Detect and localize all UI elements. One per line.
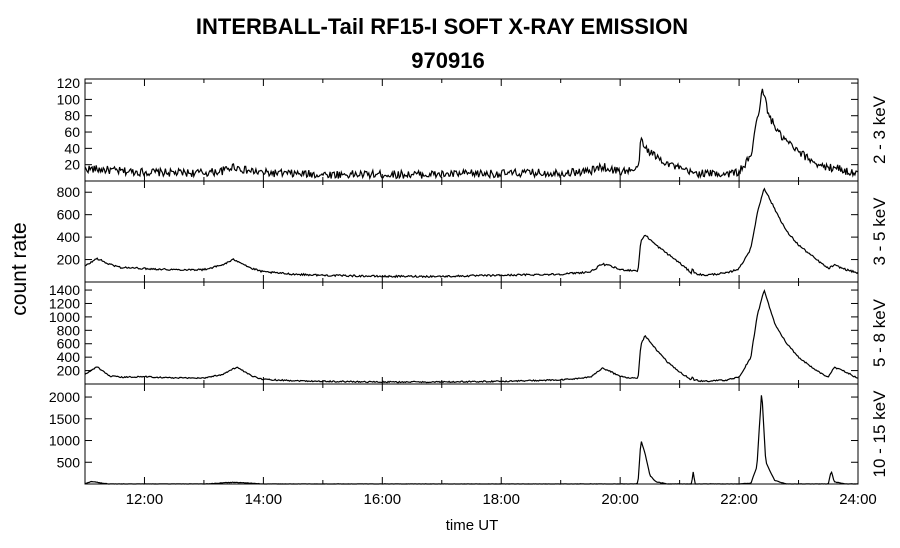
panel-frame bbox=[84, 281, 859, 385]
band-label: 2 - 3 keV bbox=[870, 95, 889, 164]
y-tick-label: 40 bbox=[64, 140, 80, 156]
y-tick-label: 600 bbox=[57, 207, 81, 223]
panel-2: 200 400 600 800 3 - 5 keV bbox=[57, 180, 889, 283]
x-tick-label: 12:00 bbox=[126, 491, 164, 508]
y-tick-label: 1000 bbox=[49, 309, 80, 325]
y-tick-label: 200 bbox=[57, 252, 81, 268]
panel-frame bbox=[84, 383, 859, 485]
y-tick-label: 1200 bbox=[49, 295, 80, 311]
y-tick-label: 400 bbox=[57, 229, 81, 245]
x-tick-label: 18:00 bbox=[482, 491, 520, 508]
y-tick-label: 20 bbox=[64, 157, 80, 173]
y-tick-label: 1000 bbox=[49, 433, 80, 449]
y-axis-label: count rate bbox=[8, 222, 31, 315]
panel-4: 500 1000 1500 2000 10 - 15 keV bbox=[49, 383, 889, 485]
y-tick-label: 800 bbox=[57, 184, 81, 200]
x-tick-label: 22:00 bbox=[720, 491, 758, 508]
x-tick-label: 14:00 bbox=[245, 491, 283, 508]
x-tick-label: 16:00 bbox=[364, 491, 402, 508]
band-label: 5 - 8 keV bbox=[870, 298, 889, 367]
panel-frame bbox=[84, 78, 859, 182]
y-tick-label: 1400 bbox=[49, 282, 80, 298]
band-label: 10 - 15 keV bbox=[870, 390, 889, 478]
series-line-4 bbox=[84, 395, 859, 485]
band-label: 3 - 5 keV bbox=[870, 197, 889, 266]
y-tick-label: 200 bbox=[57, 363, 81, 379]
y-tick-label: 120 bbox=[57, 75, 81, 91]
x-tick-label: 24:00 bbox=[839, 491, 877, 508]
y-tick-label: 1500 bbox=[49, 411, 80, 427]
chart-subtitle: 970916 bbox=[411, 48, 484, 73]
y-tick-label: 2000 bbox=[49, 389, 80, 405]
x-axis-label: time UT bbox=[446, 517, 499, 534]
y-tick-label: 60 bbox=[64, 124, 80, 140]
y-tick-label: 100 bbox=[57, 91, 81, 107]
panel-frame bbox=[84, 180, 859, 283]
y-tick-label: 600 bbox=[57, 336, 81, 352]
y-tick-label: 80 bbox=[64, 108, 80, 124]
y-tick-label: 500 bbox=[57, 454, 81, 470]
series-line-2 bbox=[84, 187, 859, 279]
series-line-3 bbox=[84, 288, 859, 384]
y-tick-label: 800 bbox=[57, 322, 81, 338]
x-tick-label: 20:00 bbox=[601, 491, 639, 508]
chart-title: INTERBALL-Tail RF15-I SOFT X-RAY EMISSIO… bbox=[196, 14, 688, 39]
series-line-1 bbox=[84, 88, 859, 181]
y-tick-label: 400 bbox=[57, 349, 81, 365]
